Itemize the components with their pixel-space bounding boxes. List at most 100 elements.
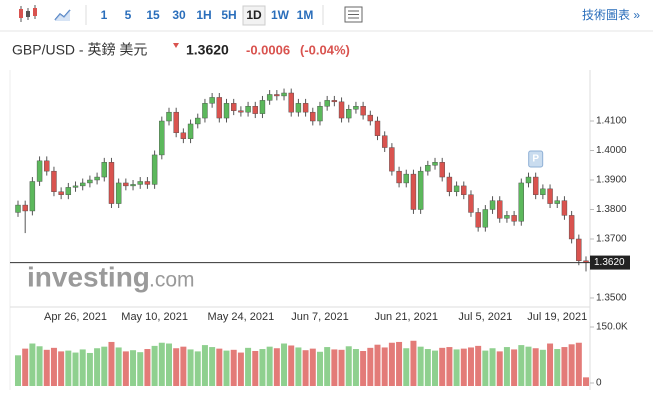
interval-button[interactable]: 5	[125, 8, 132, 22]
candle-body	[259, 100, 266, 114]
volume-bar	[94, 348, 101, 386]
volume-bar	[245, 347, 252, 386]
candle-body	[209, 97, 215, 104]
interval-button[interactable]: 5H	[221, 8, 236, 22]
candle-body	[353, 106, 359, 110]
candle-body	[381, 135, 388, 148]
volume-bar	[489, 348, 496, 386]
candle-body	[230, 103, 237, 111]
interval-button[interactable]: 15	[146, 8, 160, 22]
technical-chart-link[interactable]: 技術圖表 »	[582, 8, 640, 22]
volume-bar	[439, 347, 446, 386]
candle-body	[159, 120, 165, 156]
interval-button[interactable]: 1M	[297, 8, 314, 22]
volume-bar	[316, 351, 323, 386]
watermark: investing	[27, 261, 150, 292]
volume-bar	[539, 349, 546, 386]
volume-bar	[187, 349, 194, 386]
candle-body	[374, 120, 381, 136]
candle-body	[417, 170, 424, 210]
candle-body	[295, 103, 302, 113]
volume-bar	[194, 351, 201, 386]
candle-body	[195, 117, 201, 125]
volume-bar	[453, 349, 460, 386]
alert-icon[interactable]	[173, 43, 179, 48]
candle-body	[51, 170, 57, 192]
volume-bar	[144, 349, 151, 386]
volume-bar	[58, 351, 65, 386]
volume-bar	[324, 347, 331, 386]
table-icon[interactable]	[344, 6, 363, 23]
interval-button[interactable]: 1	[101, 8, 108, 22]
candle-body	[187, 123, 194, 139]
candle-body	[310, 111, 316, 122]
volume-bar	[381, 347, 388, 386]
candle-body	[518, 182, 524, 222]
volume-bar	[295, 347, 302, 386]
chart-type-icon[interactable]	[19, 5, 37, 22]
x-tick-label: May 10, 2021	[121, 311, 188, 323]
candle-body	[44, 160, 50, 172]
candle-body	[238, 110, 244, 113]
change-percent: (-0.04%)	[300, 42, 350, 57]
volume-bar	[388, 342, 395, 386]
volume-bar	[467, 347, 474, 386]
candle-body	[173, 111, 179, 134]
volume-bar	[302, 350, 309, 386]
volume-bar	[216, 348, 223, 386]
volume-bar	[165, 343, 172, 386]
candle-body	[180, 132, 187, 139]
price: 1.3620	[186, 42, 229, 58]
last-price-label: 1.3620	[594, 257, 625, 268]
x-tick-label: Jul 5, 2021	[458, 311, 512, 323]
volume-bar	[15, 355, 21, 386]
candle-body	[425, 165, 431, 172]
candle-body	[532, 176, 539, 195]
interval-bar: 1 5 15 30 1H 5H 1D 1W 1M	[101, 5, 314, 26]
candle-body	[346, 109, 352, 119]
interval-button[interactable]: 30	[172, 8, 186, 22]
candle-body	[94, 176, 100, 181]
candle-body	[281, 92, 287, 97]
x-tick-label: Apr 26, 2021	[44, 311, 107, 323]
candle-body	[115, 182, 122, 204]
volume-bar	[532, 348, 539, 386]
y-tick-label: 1.3700	[596, 234, 627, 245]
volume-bar	[252, 350, 259, 386]
volume-bar	[79, 349, 86, 386]
candle-body	[461, 185, 467, 195]
candle-body	[266, 94, 273, 101]
candle-body	[504, 215, 510, 219]
candle-body	[58, 191, 64, 195]
candle-body	[137, 181, 143, 185]
volume-bar	[511, 349, 518, 386]
annotation-label: P	[532, 154, 539, 165]
candle-body	[15, 204, 21, 213]
volume-bar	[460, 348, 467, 386]
candle-body	[87, 179, 93, 184]
volume-bar	[547, 343, 554, 386]
interval-button[interactable]: 1H	[196, 8, 211, 22]
candle-body	[331, 100, 338, 103]
candle-body	[302, 103, 309, 113]
candle-body	[439, 162, 445, 178]
interval-button[interactable]: 1W	[271, 8, 290, 22]
candle-body	[547, 188, 553, 204]
annotation-box	[528, 150, 544, 168]
candle-body	[338, 101, 345, 119]
line-icon[interactable]	[54, 9, 71, 21]
volume-bar	[86, 352, 93, 386]
volume-bar	[43, 349, 50, 386]
volume-bar	[50, 347, 57, 386]
candle-body	[396, 170, 402, 184]
candle-body	[22, 204, 28, 212]
volume-bar	[115, 347, 122, 386]
candle-body	[525, 176, 532, 184]
x-tick-label: Jun 7, 2021	[291, 311, 349, 323]
volume-bar	[101, 346, 108, 386]
volume-bar	[237, 352, 244, 386]
volume-bar	[518, 345, 525, 386]
interval-button[interactable]: 1D	[246, 8, 262, 22]
candle-body	[274, 94, 280, 97]
candle-body	[432, 162, 438, 166]
